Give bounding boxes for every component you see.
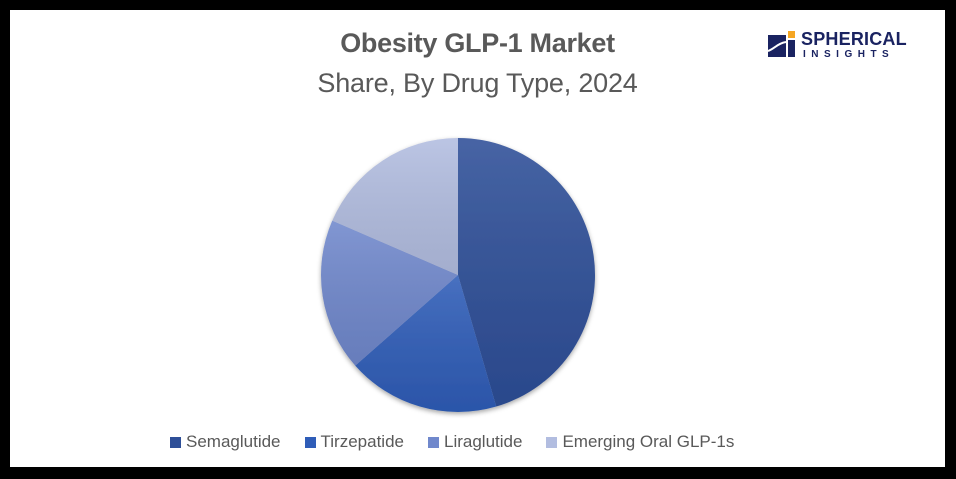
chart-title: Obesity GLP-1 Market xyxy=(340,28,615,58)
pie-chart xyxy=(321,138,596,412)
legend-swatch-icon xyxy=(304,436,316,448)
legend-item: Semaglutide xyxy=(170,432,281,452)
legend-swatch-icon xyxy=(170,436,181,448)
logo-tagline: INSIGHTS xyxy=(803,49,895,60)
legend-label: Emerging Oral GLP-1s xyxy=(562,432,735,451)
legend-label: Tirzepatide xyxy=(320,432,404,451)
legend-item: Tirzepatide xyxy=(304,432,404,452)
chart-legend: Semaglutide Tirzepatide Liraglutide Emergin… xyxy=(170,432,758,452)
legend-label: Semaglutide xyxy=(186,432,281,451)
legend-swatch-icon xyxy=(546,436,558,448)
legend-item: Liraglutide xyxy=(427,432,523,452)
pie-slice-shading xyxy=(332,138,458,275)
chart-subtitle: Share, By Drug Type, 2024 xyxy=(317,68,638,98)
chart-frame: Obesity GLP-1 Market Share, By Drug Type… xyxy=(10,10,945,467)
pie-slice-shading xyxy=(321,220,458,366)
pie-slice-shading xyxy=(458,138,596,407)
logo-name: SPHERICAL xyxy=(801,29,907,49)
legend-label: Liraglutide xyxy=(443,432,523,451)
logo-mark-icon xyxy=(768,31,795,57)
legend-swatch-icon xyxy=(427,436,439,448)
pie-slice-shading xyxy=(355,275,497,412)
legend-item: Emerging Oral GLP-1s xyxy=(546,432,734,452)
spherical-insights-logo: SPHERICAL INSIGHTS xyxy=(768,29,918,63)
